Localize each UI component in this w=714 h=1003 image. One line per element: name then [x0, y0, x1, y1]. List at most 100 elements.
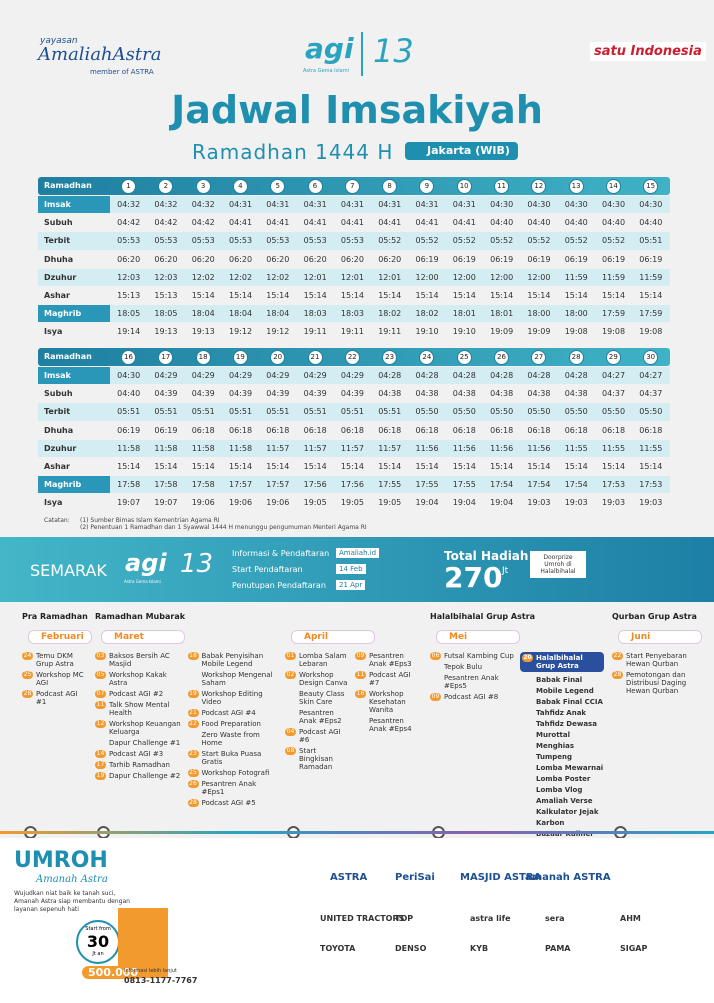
event-item: 19 Dapur Challenge #2 [95, 772, 182, 780]
time: 18:01 [452, 309, 476, 319]
event-date: 14 [95, 750, 106, 758]
time: 19:04 [415, 498, 439, 508]
time: 15:14 [303, 291, 327, 300]
time: 15:14 [639, 291, 663, 300]
time: 18:04 [266, 309, 290, 319]
time: 11:58 [117, 443, 141, 453]
time: 19:03 [564, 498, 588, 508]
price-badge: Start from 30 Jt an [76, 920, 120, 964]
event-text: Pesantren Anak #Eps5 [444, 674, 499, 690]
event-text: Start Bingkisan Ramadan [299, 747, 333, 771]
event-item: 01 Lomba Salam Lebaran [285, 652, 349, 668]
time: 04:39 [154, 389, 178, 399]
event-text: Start Penyebaran Hewan Qurban [626, 652, 687, 668]
row-label-bg [38, 305, 110, 323]
event-text: Pemotongan dan Distribusi Daging Hewan Q… [626, 671, 687, 695]
event-subitem: Lomba Vlog [536, 786, 583, 794]
time: 15:14 [266, 291, 290, 300]
event-item: 22 Start Penyebaran Hewan Qurban [612, 652, 701, 668]
event-subitem: Amaliah Verse [536, 797, 593, 805]
event-text: Workshop Editing Video [201, 690, 263, 706]
time: 04:31 [415, 200, 439, 209]
time: 17:55 [378, 480, 402, 490]
event-date: 11 [95, 701, 106, 709]
event-column: 22 Start Penyebaran Hewan Qurban 28 Pemoton… [612, 652, 701, 698]
time: 06:19 [527, 254, 551, 264]
event-date: 02 [285, 671, 296, 679]
event-subitem: Lomba Poster [536, 775, 591, 783]
event-text: Baksos Bersih AC Masjid [109, 652, 170, 668]
event-date: 09 [355, 652, 366, 660]
time: 12:02 [266, 272, 290, 282]
event-item: 22 Food Preparation [187, 720, 275, 728]
time: 15:14 [490, 462, 514, 471]
time: 06:18 [527, 425, 551, 435]
time: 04:40 [490, 218, 514, 228]
month: Juni [618, 630, 702, 644]
section-title: Halalbihalal Grup Astra [430, 612, 536, 621]
event-column: 24 Temu DKM Grup Astra 25 Workshop MC AGI 28… [22, 652, 86, 709]
time: 04:42 [117, 218, 141, 228]
info-label: Start Pendaftaran [232, 565, 303, 574]
time: 19:12 [266, 327, 290, 337]
info-label: Penutupan Pendaftaran [232, 581, 326, 590]
event-item: 17 Tarhib Ramadhan [95, 761, 182, 769]
time: 11:56 [490, 443, 514, 453]
time: 12:00 [490, 272, 514, 282]
time: 18:02 [415, 309, 439, 319]
event-text: Dapur Challenge #1 [109, 739, 181, 747]
info-value: Amaliah.id [336, 548, 380, 558]
time: 05:50 [527, 407, 551, 417]
banner-logo: agi [125, 549, 167, 577]
event-date: 04 [285, 728, 296, 736]
time: 04:41 [378, 218, 402, 228]
time: 15:14 [452, 462, 476, 471]
time: 06:18 [602, 425, 626, 435]
time: 04:29 [303, 371, 327, 380]
time: 15:14 [378, 291, 402, 300]
time: 15:14 [191, 462, 215, 471]
time: 12:00 [527, 272, 551, 282]
event-item: 20 Halalbihalal Grup Astra [520, 652, 604, 672]
time: 19:08 [564, 327, 588, 337]
event-date: 28 [22, 690, 33, 698]
contact: 0813-1177-7767 [124, 976, 198, 985]
time: 04:29 [340, 371, 364, 380]
sponsor: UNITED TRACTORS [320, 914, 405, 923]
time: 04:27 [639, 371, 663, 380]
time: 19:12 [229, 327, 253, 337]
time: 05:51 [117, 407, 141, 417]
row-label: Isya [44, 327, 63, 337]
event-item: Dapur Challenge #1 [95, 739, 182, 747]
event-subitem: Tahfidz Dewasa [536, 720, 597, 728]
time: 17:53 [639, 480, 663, 490]
event-text: Workshop Kakak Astra [109, 671, 167, 687]
row-label: Maghrib [44, 480, 82, 490]
time: 04:40 [527, 218, 551, 228]
time: 19:07 [154, 498, 178, 508]
time: 17:59 [602, 309, 626, 319]
row-label: Maghrib [44, 309, 82, 319]
event-date-empty [285, 709, 296, 725]
time: 05:53 [340, 236, 364, 246]
time: 04:28 [415, 371, 439, 380]
time: 04:30 [490, 200, 514, 209]
day: 22 [344, 350, 360, 365]
row-band [38, 367, 670, 385]
event-text: Workshop MC AGI [36, 671, 84, 687]
time: 06:20 [229, 254, 253, 264]
day: 1 [121, 179, 136, 194]
day: 28 [568, 350, 584, 365]
time: 12:01 [378, 272, 402, 282]
time: 11:57 [303, 443, 327, 453]
time: 06:19 [415, 254, 439, 264]
day: 12 [531, 179, 547, 194]
section-title: Qurban Grup Astra [612, 612, 697, 621]
sponsor-main: amanah ASTRA [525, 872, 611, 883]
time: 15:14 [266, 462, 290, 471]
time: 15:14 [378, 462, 402, 471]
time: 05:51 [303, 407, 327, 417]
time: 06:18 [378, 425, 402, 435]
umroh-brand: Amanah Astra [36, 874, 108, 885]
time: 05:53 [266, 236, 290, 246]
